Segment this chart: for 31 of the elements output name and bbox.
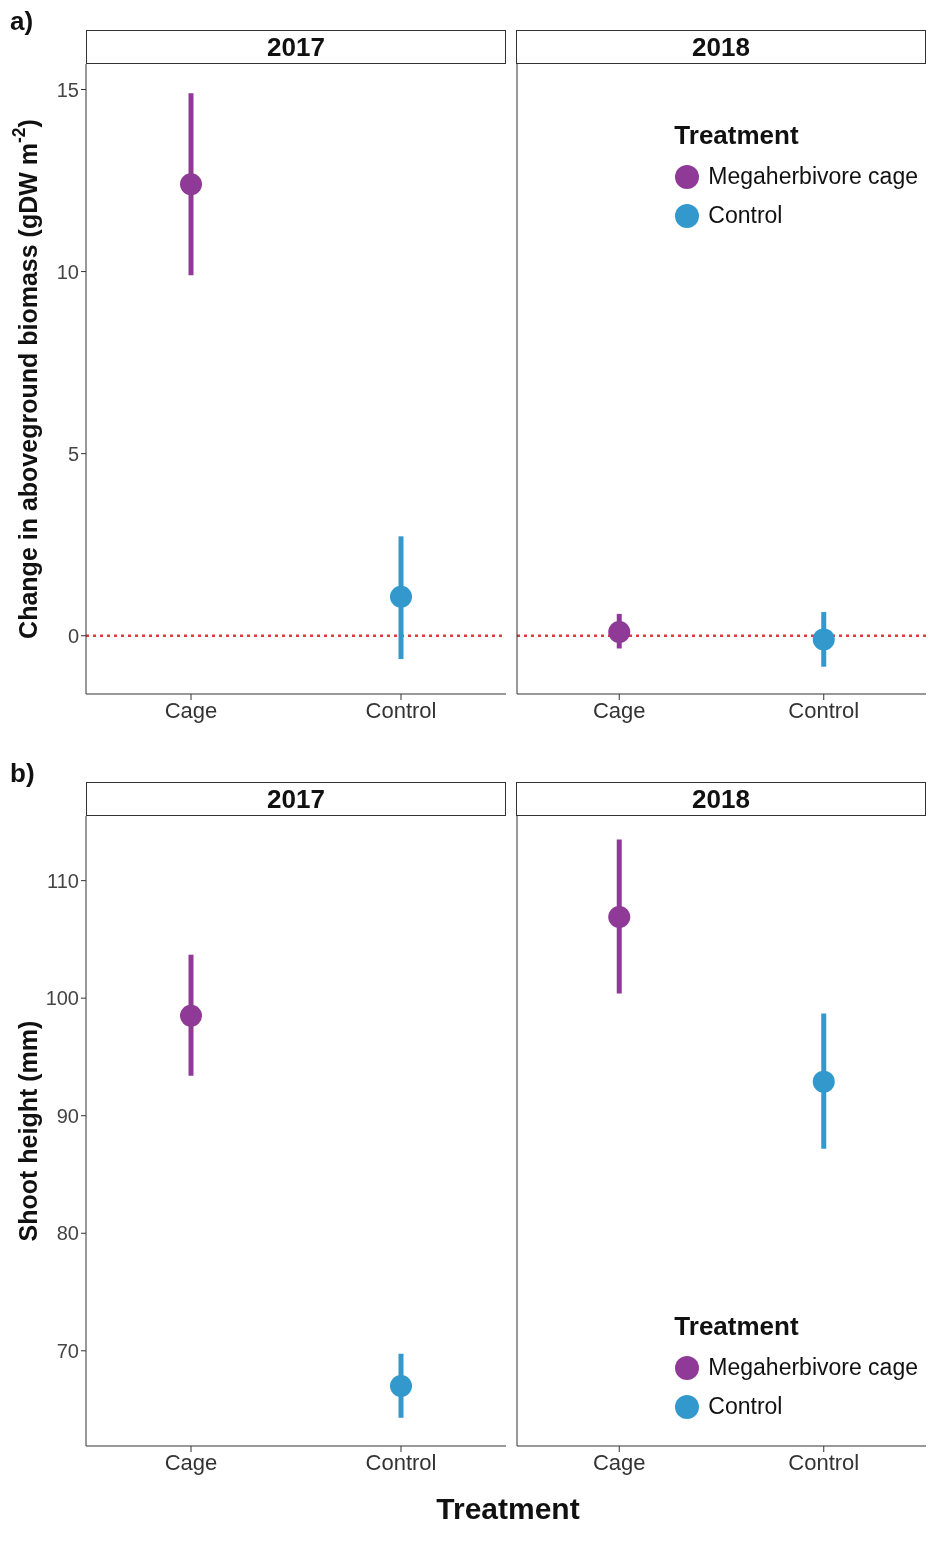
x-tick-label: Cage <box>592 697 646 723</box>
y-tick-label: 110 <box>47 869 79 892</box>
text: b) <box>10 758 35 789</box>
legend-title: Treatment <box>674 1311 800 1342</box>
y-tick-label: 100 <box>45 987 79 1010</box>
chart-title: 2017 <box>86 30 506 64</box>
x-tick-label: Control <box>365 1449 437 1475</box>
legend-label: Megaherbivore cage <box>708 163 918 190</box>
chart-title: 2018 <box>516 782 926 816</box>
y-tick-label: 0 <box>67 624 79 647</box>
chart-title: 2017 <box>86 782 506 816</box>
legend-title: Treatment <box>674 120 800 151</box>
y-tick-label: 5 <box>67 442 79 465</box>
y-tick-label: 70 <box>56 1339 79 1362</box>
legend-label: Megaherbivore cage <box>708 1354 918 1381</box>
x-tick-label: Cage <box>164 1449 218 1475</box>
x-tick-label: Control <box>788 697 860 723</box>
y-tick-label: 90 <box>56 1104 79 1127</box>
x-tick-label: Cage <box>164 697 218 723</box>
x-axis-title: Treatment <box>435 1492 581 1526</box>
legend-label: Control <box>708 202 783 229</box>
x-tick-label: Cage <box>592 1449 646 1475</box>
y-tick-label: 10 <box>56 260 79 283</box>
x-tick-label: Control <box>365 697 437 723</box>
y-tick-label: 15 <box>56 78 79 101</box>
text: a) <box>10 6 34 37</box>
y-axis-title: Shoot height (mm) <box>13 1020 42 1242</box>
x-tick-label: Control <box>788 1449 860 1475</box>
y-tick-label: 80 <box>56 1222 79 1245</box>
chart-title: 2018 <box>516 30 926 64</box>
legend-label: Control <box>708 1393 783 1420</box>
